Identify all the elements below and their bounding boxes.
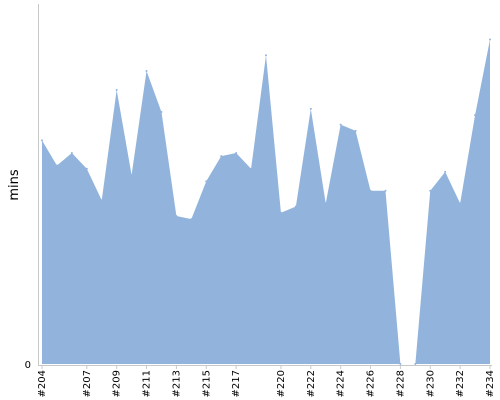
x-tick-label: #204 xyxy=(37,370,48,397)
data-point-219 xyxy=(265,54,267,57)
data-point-215 xyxy=(205,180,208,183)
data-point-204 xyxy=(41,139,43,142)
data-point-221 xyxy=(294,205,297,208)
chart-area-layer xyxy=(41,38,491,365)
data-point-214 xyxy=(190,218,193,221)
x-tick-label: #232 xyxy=(455,370,466,397)
data-point-228 xyxy=(399,363,402,365)
data-point-210 xyxy=(130,174,133,176)
data-point-227 xyxy=(384,189,387,192)
data-point-207 xyxy=(85,167,88,170)
data-point-223 xyxy=(324,202,327,205)
data-point-212 xyxy=(160,111,163,113)
data-point-222 xyxy=(309,107,312,110)
data-point-233 xyxy=(474,114,477,117)
x-tick-label: #211 xyxy=(142,370,153,397)
data-point-218 xyxy=(250,167,253,170)
data-point-224 xyxy=(339,123,342,126)
x-tick-label: #217 xyxy=(231,370,242,397)
data-point-232 xyxy=(459,202,462,205)
data-point-225 xyxy=(354,129,357,132)
data-point-211 xyxy=(145,70,148,73)
data-point-226 xyxy=(369,189,372,192)
x-tick-label: #226 xyxy=(366,370,377,397)
data-point-229 xyxy=(414,363,417,365)
y-tick-label-zero: 0 xyxy=(25,360,31,371)
x-tick-label: #222 xyxy=(306,370,317,397)
x-tick-label: #230 xyxy=(425,370,436,397)
data-point-230 xyxy=(429,189,432,192)
x-tick-label: #209 xyxy=(112,370,123,397)
x-tick-label: #234 xyxy=(485,370,496,397)
data-point-217 xyxy=(235,151,238,154)
y-axis-title: mins xyxy=(7,169,22,201)
data-point-216 xyxy=(220,155,223,158)
data-point-209 xyxy=(115,88,118,91)
x-tick-label: #220 xyxy=(276,370,287,397)
data-point-206 xyxy=(70,151,73,154)
data-point-234 xyxy=(489,38,491,41)
data-point-213 xyxy=(175,214,178,217)
x-tick-label: #228 xyxy=(395,370,406,397)
x-tick-label: #207 xyxy=(82,370,93,397)
data-point-231 xyxy=(444,170,447,173)
series-area xyxy=(42,39,490,365)
data-point-220 xyxy=(279,211,282,214)
x-tick-label: #224 xyxy=(336,370,347,397)
data-point-205 xyxy=(55,164,58,167)
x-tick-labels: #204 #207 #209 #211 #213 #215 #217 #220 #222 #224… xyxy=(37,365,496,397)
data-point-208 xyxy=(100,199,103,202)
x-tick-label: #213 xyxy=(171,370,182,397)
x-tick-label: #215 xyxy=(201,370,212,397)
